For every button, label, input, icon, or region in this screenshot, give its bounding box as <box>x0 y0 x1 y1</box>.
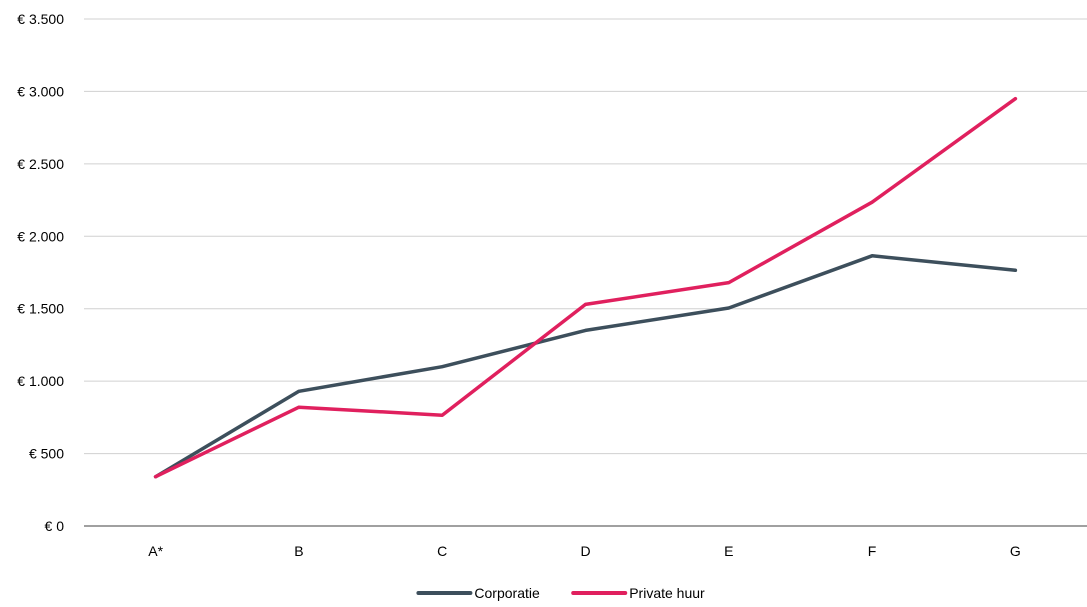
y-tick-label: € 3.000 <box>17 83 64 99</box>
series-line-2 <box>153 96 1018 479</box>
legend-item-1: Corporatie <box>416 585 540 601</box>
x-tick-label: A* <box>148 543 163 559</box>
y-tick-label: € 3.500 <box>17 11 64 27</box>
gridlines <box>84 18 1087 455</box>
legend-label: Private huur <box>629 585 705 601</box>
y-tick-label: € 2.000 <box>17 228 64 244</box>
x-tick-label: B <box>294 543 303 559</box>
x-tick-label: F <box>868 543 877 559</box>
x-tick-label: G <box>1010 543 1021 559</box>
y-axis-ticks: € 0 € 500 € 1.000 € 1.500 € 2.000 € 2.500 € 3.… <box>17 11 64 534</box>
legend-item-2: Private huur <box>571 585 705 601</box>
x-tick-label: D <box>580 543 590 559</box>
data-point <box>727 306 731 310</box>
y-tick-label: € 2.500 <box>17 156 64 172</box>
data-point <box>440 413 444 417</box>
series-lines <box>153 96 1018 479</box>
x-tick-label: C <box>437 543 447 559</box>
y-tick-label: € 0 <box>45 518 65 534</box>
data-point <box>297 389 301 393</box>
x-axis: A* B C D E F G <box>84 525 1087 559</box>
y-tick-label: € 1.000 <box>17 373 64 389</box>
data-point <box>1013 268 1017 272</box>
data-point <box>1013 97 1017 101</box>
y-tick-label: € 500 <box>29 446 64 462</box>
data-point <box>727 281 731 285</box>
series-line-1 <box>153 254 1018 479</box>
data-point <box>584 302 587 306</box>
legend-label: Corporatie <box>474 585 540 601</box>
legend: Corporatie Private huur <box>416 585 705 601</box>
data-point <box>870 200 874 204</box>
data-point <box>297 405 301 409</box>
y-tick-label: € 1.500 <box>17 301 64 317</box>
x-tick-label: E <box>724 543 733 559</box>
data-point <box>154 475 158 479</box>
data-point <box>584 328 587 332</box>
data-point <box>870 254 874 258</box>
data-point <box>440 365 444 369</box>
